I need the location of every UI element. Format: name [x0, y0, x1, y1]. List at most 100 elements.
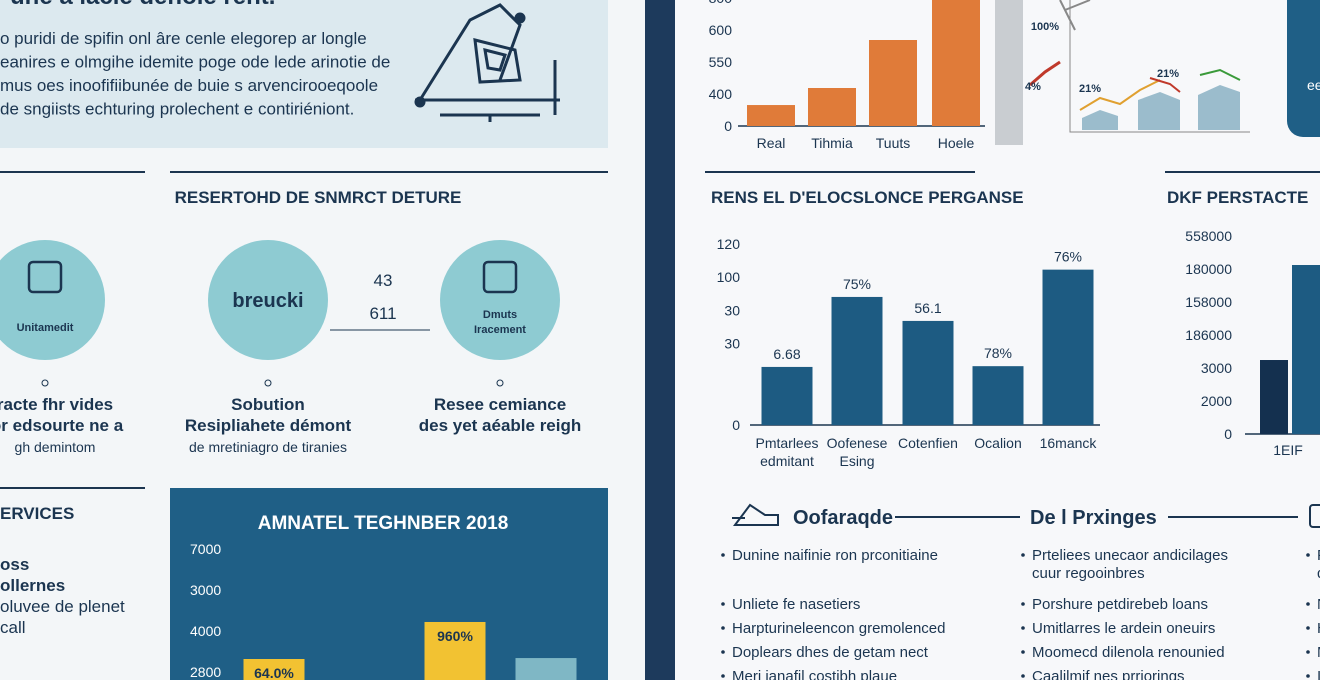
bar-label: 78%: [984, 345, 1012, 361]
mini-charts: [1029, 0, 1250, 133]
list-item: Porshure petdirebeb loans: [1032, 596, 1208, 613]
x-tick-label: Tuuts: [876, 135, 911, 151]
x-tick-label: Hoele: [938, 135, 975, 151]
services-line: ollernes: [0, 576, 65, 595]
list-item: Prteliees unecaor andicilages: [1032, 547, 1228, 564]
intro-line: mus oes inoofifiibunée de buie s arvenci…: [0, 76, 378, 95]
bar: [515, 658, 577, 680]
y-tick-label: 550: [709, 54, 733, 70]
list-heading: Oofaraqde: [793, 507, 893, 529]
x-tick-label: Pmtarlees: [755, 435, 818, 451]
feature-line: des yet aéable reigh: [419, 416, 582, 435]
y-tick-label: 600: [709, 22, 733, 38]
bar-label: 56.1: [914, 300, 941, 316]
y-tick-label: 158000: [1185, 294, 1232, 310]
y-tick-label: 3000: [1201, 360, 1232, 376]
list-item: I: [1317, 668, 1320, 680]
stat: 611: [369, 304, 396, 323]
mini-label: 100%: [1031, 21, 1059, 33]
list-item: P: [1317, 547, 1320, 564]
mini-line: [1199, 68, 1241, 81]
divider: [645, 0, 675, 680]
chart-title: AMNATEL TEGHNBER 2018: [258, 513, 509, 534]
services-line: oluvee de plenet: [0, 597, 125, 616]
bullet: [1021, 602, 1025, 606]
list-item: d: [1317, 565, 1320, 582]
list-item: Unliete fe nasetiers: [732, 596, 860, 613]
y-tick-label: 800: [709, 0, 733, 6]
feature-circle: [208, 240, 328, 360]
feature-line: racte fhr vides: [0, 395, 113, 414]
x-tick-label: Esing: [839, 453, 874, 469]
list-heading: De l Prxinges: [1030, 507, 1157, 529]
y-tick-label: 400: [709, 86, 733, 102]
bar: [831, 296, 883, 425]
bullet: [1306, 650, 1310, 654]
intro-title: une a lacle denole rent.: [10, 0, 275, 10]
bar-label: 76%: [1054, 249, 1082, 265]
services-heading: ERVICES: [0, 504, 74, 523]
bar: [1260, 360, 1288, 434]
bar: [808, 88, 856, 126]
feature-line: Resipliahete démont: [185, 416, 352, 435]
bar: [424, 621, 486, 680]
list-icon: [1309, 504, 1320, 528]
y-tick-label: 2000: [1201, 393, 1232, 409]
y-tick-label: 30: [724, 336, 740, 352]
mini-area: [1082, 110, 1118, 130]
chart-title: DKF PERSTACTE: [1167, 188, 1308, 207]
y-tick-label: 120: [717, 236, 741, 252]
feature-icon: [482, 260, 518, 294]
bar-label: 6.68: [773, 346, 800, 362]
y-tick-label: 186000: [1185, 327, 1232, 343]
y-tick-label: 0: [724, 118, 732, 134]
bullet: [1021, 553, 1025, 557]
mini-line: [1149, 77, 1181, 93]
bullet: [1306, 602, 1310, 606]
mini-line: [1079, 79, 1161, 111]
corner-box: [1287, 0, 1320, 137]
feature-line: 'or edsourte ne a: [0, 416, 124, 435]
x-tick-label: Oofenese: [827, 435, 888, 451]
mini-line: [1029, 60, 1061, 87]
bar: [902, 320, 954, 425]
list-item: Dunine naifinie ron prconitiaine: [732, 547, 938, 564]
bullet: [721, 626, 725, 630]
mini-area: [1198, 85, 1240, 130]
y-tick-label: 2800: [190, 664, 221, 680]
x-tick-label: Cotenfien: [898, 435, 958, 451]
bar: [869, 40, 917, 126]
circle-label: Dmuts: [483, 309, 517, 321]
bullet: [721, 674, 725, 678]
chart-title: RENS EL D'ELOCSLONCE PERGANSE: [711, 188, 1024, 207]
list-item: Moomecd dilenola renounied: [1032, 644, 1225, 661]
feature-line: de mretiniagro de tiranies: [189, 439, 347, 455]
bullet: [721, 553, 725, 557]
circle-label: breucki: [232, 290, 303, 312]
list-item: H: [1317, 620, 1320, 637]
y-tick-label: 3000: [190, 582, 221, 598]
section-heading: RESERTOHD DE SNMRCT DETURE: [175, 188, 462, 207]
list-item: M: [1317, 644, 1320, 661]
mini-line: [1059, 0, 1091, 31]
feature-circle: [0, 240, 105, 360]
y-tick-label: 558000: [1185, 228, 1232, 244]
bar: [932, 0, 980, 126]
house-icon: [414, 3, 560, 122]
bar-label: 75%: [843, 276, 871, 292]
y-tick-label: 7000: [190, 541, 221, 557]
bar: [1292, 265, 1320, 434]
mini-axis: [1069, 0, 1250, 133]
corner-text: ee: [1307, 77, 1320, 93]
feature-icon: [27, 260, 63, 294]
y-tick-label: 100: [717, 269, 741, 285]
feature-line: gh demintom: [15, 439, 96, 455]
services-line: call: [0, 618, 26, 637]
bullet: [1021, 650, 1025, 654]
mini-label: 21%: [1157, 68, 1179, 80]
bullet: [1306, 553, 1310, 557]
y-tick-label: 30: [724, 302, 740, 318]
bullet: [721, 650, 725, 654]
intro-box: [0, 0, 608, 148]
